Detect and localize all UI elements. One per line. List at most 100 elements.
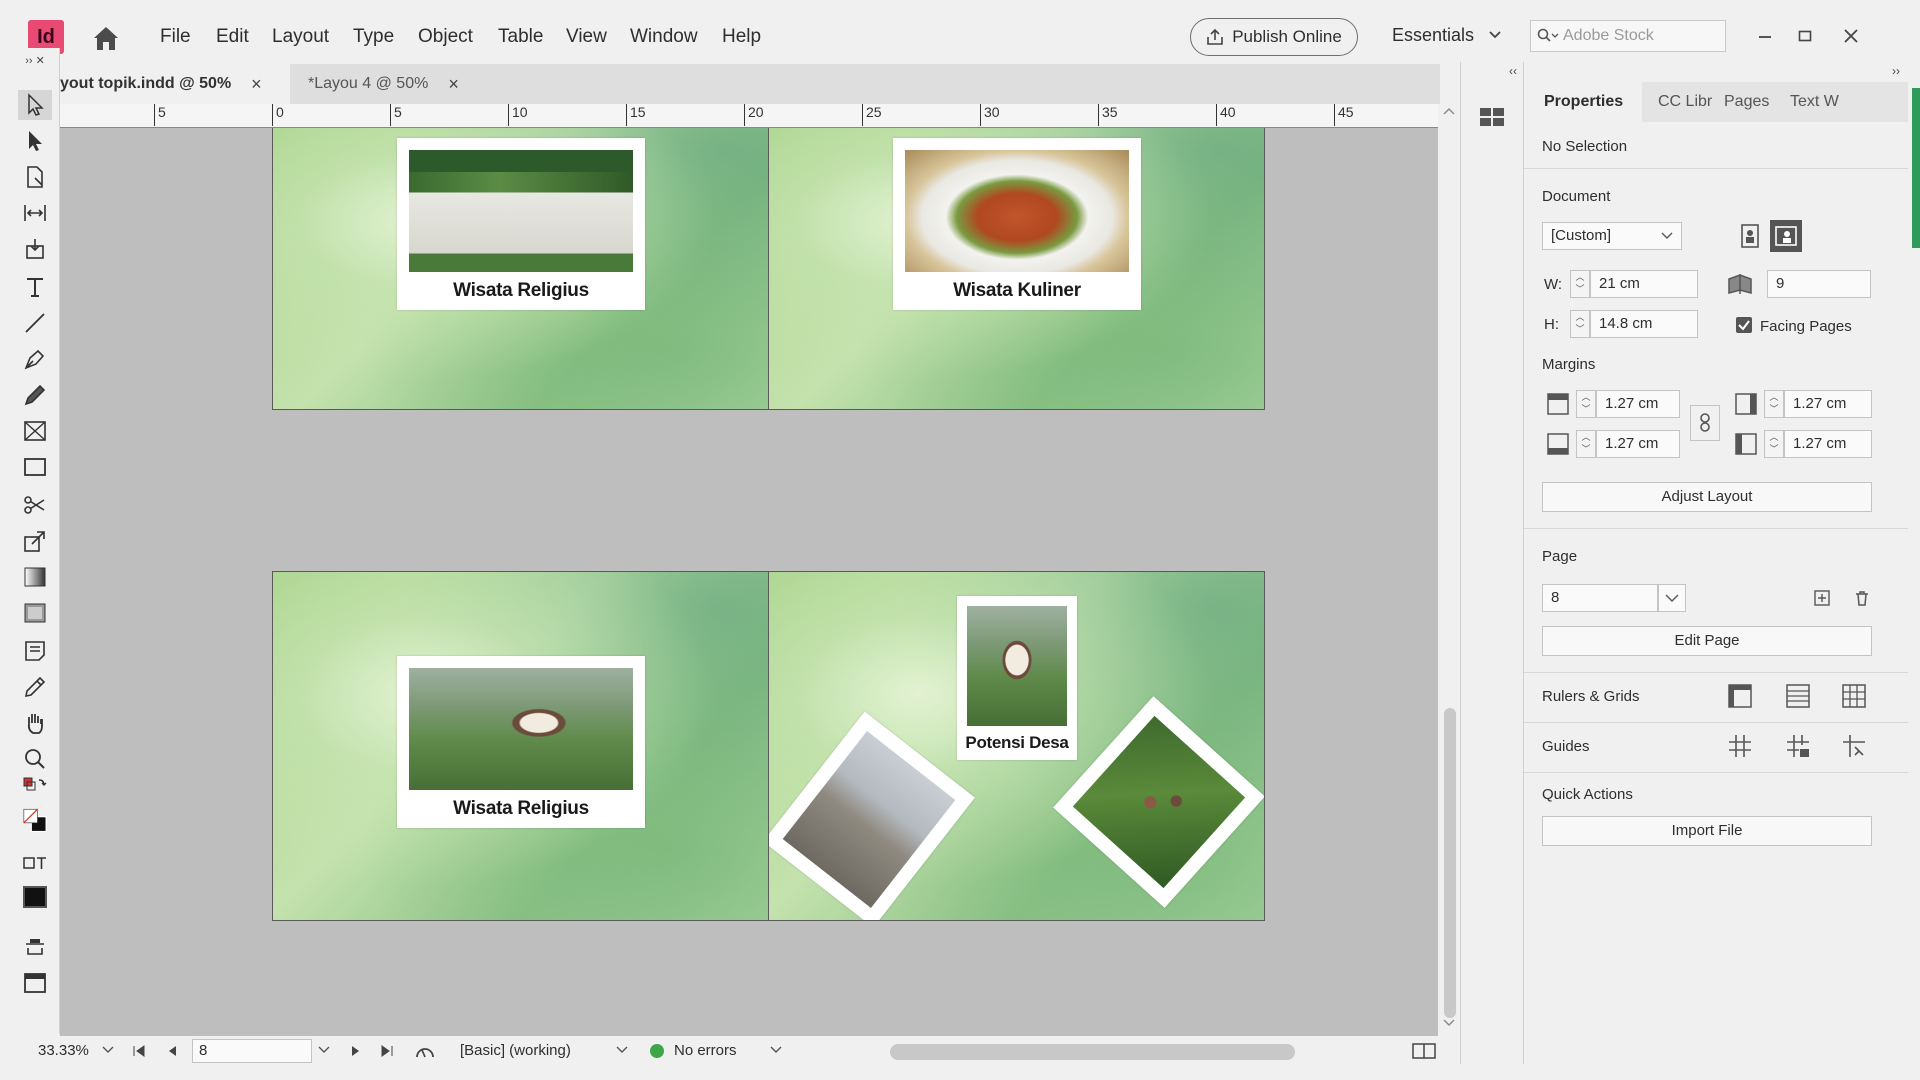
adobe-stock-search[interactable]: Adobe Stock: [1530, 20, 1726, 52]
pages-panel-icon[interactable]: [1475, 102, 1509, 132]
zoom-tool-icon[interactable]: [18, 744, 52, 774]
eyedropper-tool-icon[interactable]: [18, 672, 52, 702]
menu-view[interactable]: View: [566, 26, 607, 47]
menu-file[interactable]: File: [160, 26, 191, 47]
pages-count-field[interactable]: 9: [1767, 270, 1871, 298]
scroll-down-icon[interactable]: [1442, 1018, 1456, 1028]
collapse-panels-icon[interactable]: ‹‹: [1509, 64, 1517, 78]
zoom-level[interactable]: 33.33%: [38, 1042, 89, 1059]
margin-outside-field[interactable]: 1.27 cm: [1784, 430, 1872, 458]
margin-inside-stepper-icon[interactable]: ︿ ﹀: [1764, 390, 1784, 418]
scroll-up-icon[interactable]: [1442, 106, 1456, 116]
split-window-icon[interactable]: [1412, 1042, 1436, 1060]
gradient-feather-tool-icon[interactable]: [18, 598, 52, 628]
height-field[interactable]: 14.8 cm: [1590, 310, 1698, 338]
photo-frame-rotated[interactable]: [769, 711, 975, 920]
note-tool-icon[interactable]: [18, 636, 52, 666]
next-page-icon[interactable]: [350, 1044, 362, 1058]
margin-bottom-field[interactable]: 1.27 cm: [1596, 430, 1680, 458]
direct-selection-tool-icon[interactable]: [18, 126, 52, 156]
formatting-affects-icon[interactable]: [18, 852, 52, 874]
portrait-orientation-icon[interactable]: [1734, 220, 1766, 252]
margin-outside-stepper-icon[interactable]: ︿ ﹀: [1764, 430, 1784, 458]
link-margins-icon[interactable]: [1690, 405, 1720, 441]
chevron-down-icon[interactable]: [616, 1046, 628, 1054]
restore-icon[interactable]: [1790, 22, 1820, 50]
close-window-icon[interactable]: [1836, 22, 1866, 50]
ruler-toggle-icon[interactable]: [1724, 680, 1756, 712]
document-canvas[interactable]: Wisata Religius Wisata Kuliner Wisata Re…: [60, 128, 1438, 1036]
chevron-down-icon[interactable]: [1488, 30, 1502, 40]
photo-frame[interactable]: Wisata Religius: [397, 656, 645, 828]
menu-window[interactable]: Window: [630, 26, 698, 47]
publish-online-button[interactable]: Publish Online: [1190, 18, 1358, 56]
menu-type[interactable]: Type: [353, 26, 395, 47]
horizontal-ruler[interactable]: 5 0 5 10 15 20 25 30 35 40 45: [60, 104, 1438, 128]
chevron-down-icon[interactable]: [770, 1046, 782, 1054]
last-page-icon[interactable]: [380, 1044, 394, 1058]
type-tool-icon[interactable]: [18, 272, 52, 302]
menu-table[interactable]: Table: [498, 26, 544, 47]
landscape-orientation-icon[interactable]: [1770, 220, 1802, 252]
smart-guides-icon[interactable]: [1838, 730, 1870, 762]
height-stepper-icon[interactable]: ︿ ﹀: [1570, 310, 1590, 338]
horizontal-scroll-thumb[interactable]: [890, 1044, 1295, 1060]
page-left-spread-2[interactable]: Wisata Religius: [272, 571, 769, 921]
tab-layou-4[interactable]: *Layou 4 @ 50% ×: [308, 64, 528, 104]
line-tool-icon[interactable]: [18, 308, 52, 338]
width-stepper-icon[interactable]: ︿ ﹀: [1570, 270, 1590, 298]
chevron-down-icon[interactable]: [318, 1046, 330, 1054]
page-right-spread-1[interactable]: Wisata Kuliner: [768, 128, 1265, 410]
rectangle-tool-icon[interactable]: [18, 452, 52, 482]
adjust-layout-button[interactable]: Adjust Layout: [1542, 482, 1872, 512]
page-left-spread-1[interactable]: Wisata Religius: [272, 128, 769, 410]
photo-frame[interactable]: Wisata Kuliner: [893, 138, 1141, 310]
import-file-button[interactable]: Import File: [1542, 816, 1872, 846]
tab-text-wrap[interactable]: Text W: [1790, 93, 1839, 110]
document-grid-icon[interactable]: [1838, 680, 1870, 712]
first-page-icon[interactable]: [132, 1044, 146, 1058]
content-collector-icon[interactable]: [18, 234, 52, 264]
screen-mode-icon[interactable]: [18, 932, 52, 962]
photo-frame-rotated[interactable]: [1053, 696, 1264, 908]
facing-pages-checkbox[interactable]: [1736, 317, 1752, 333]
add-page-icon[interactable]: [1806, 582, 1838, 614]
baseline-grid-icon[interactable]: [1782, 680, 1814, 712]
page-tool-icon[interactable]: [18, 162, 52, 192]
pen-tool-icon[interactable]: [18, 344, 52, 374]
previous-page-icon[interactable]: [166, 1044, 178, 1058]
margin-bottom-stepper-icon[interactable]: ︿ ﹀: [1576, 430, 1596, 458]
page-right-spread-2[interactable]: Potensi Desa: [768, 571, 1265, 921]
expand-panels-icon[interactable]: ››: [1892, 64, 1900, 78]
show-guides-icon[interactable]: [1724, 730, 1756, 762]
lock-guides-icon[interactable]: [1782, 730, 1814, 762]
free-transform-tool-icon[interactable]: [18, 526, 52, 556]
tab-layout-topik[interactable]: yout topik.indd @ 50% ×: [60, 64, 290, 104]
apply-color-icon[interactable]: [18, 882, 52, 912]
preflight-profile[interactable]: [Basic] (working): [460, 1042, 571, 1059]
gap-tool-icon[interactable]: [18, 198, 52, 228]
vertical-scroll-thumb[interactable]: [1444, 708, 1456, 1018]
preflight-icon[interactable]: [414, 1042, 436, 1060]
pencil-tool-icon[interactable]: [18, 380, 52, 410]
menu-edit[interactable]: Edit: [216, 26, 249, 47]
width-field[interactable]: 21 cm: [1590, 270, 1698, 298]
scissors-tool-icon[interactable]: [18, 490, 52, 520]
minimize-icon[interactable]: [1750, 22, 1780, 50]
menu-layout[interactable]: Layout: [272, 26, 330, 47]
vertical-scrollbar[interactable]: [1438, 104, 1460, 1036]
tab-cc-libraries[interactable]: CC Libr: [1658, 93, 1713, 110]
margin-top-field[interactable]: 1.27 cm: [1596, 390, 1680, 418]
view-mode-icon[interactable]: [18, 968, 52, 998]
close-icon[interactable]: ×: [448, 73, 459, 94]
collapse-tools-icon[interactable]: ›› ✕: [25, 54, 45, 67]
page-select-dropdown[interactable]: [1658, 584, 1686, 612]
page-number-field[interactable]: 8: [192, 1039, 312, 1063]
photo-frame[interactable]: Potensi Desa: [957, 596, 1077, 760]
tab-pages[interactable]: Pages: [1724, 93, 1770, 110]
gradient-swatch-tool-icon[interactable]: [18, 562, 52, 592]
close-icon[interactable]: ×: [251, 73, 262, 94]
page-select[interactable]: 8: [1542, 584, 1658, 612]
tab-properties[interactable]: Properties: [1524, 82, 1642, 122]
document-preset-select[interactable]: [Custom]: [1542, 222, 1682, 250]
